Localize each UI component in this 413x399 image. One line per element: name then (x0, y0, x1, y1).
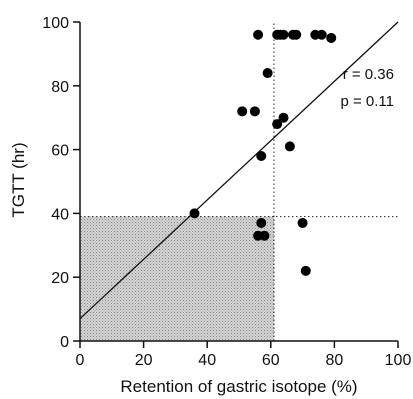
data-point (253, 29, 264, 40)
x-axis-ticks: 0 20 40 60 80 100 (76, 341, 412, 369)
y-tick-label: 20 (51, 270, 69, 287)
data-point (272, 119, 283, 130)
y-tick-label: 100 (42, 15, 69, 32)
x-tick-label: 20 (135, 352, 153, 369)
y-axis-ticks: 0 20 40 60 80 100 (42, 15, 80, 351)
y-tick-label: 60 (51, 143, 69, 160)
data-point (278, 29, 289, 40)
y-axis-label: TGTT (hr) (9, 142, 28, 217)
data-point (262, 68, 273, 79)
x-axis-label: Retention of gastric isotope (%) (120, 377, 357, 396)
regression-line (79, 21, 399, 320)
p-value-annotation: p = 0.11 (340, 93, 394, 110)
x-tick-label: 60 (262, 352, 280, 369)
data-point (259, 230, 270, 241)
x-tick-label: 80 (326, 352, 344, 369)
data-point (291, 29, 302, 40)
data-point (316, 29, 327, 40)
data-point (326, 32, 337, 43)
data-point (256, 150, 267, 161)
x-tick-label: 100 (385, 352, 412, 369)
y-tick-label: 0 (60, 334, 69, 351)
data-point (189, 208, 200, 219)
data-point (284, 141, 295, 152)
x-tick-label: 0 (76, 352, 85, 369)
data-points (189, 29, 337, 276)
shaded-region (80, 216, 274, 341)
data-point (300, 265, 311, 276)
data-point (256, 217, 267, 228)
data-point (278, 112, 289, 123)
data-point (249, 106, 260, 117)
data-point (297, 217, 308, 228)
y-tick-label: 80 (51, 79, 69, 96)
y-tick-label: 40 (51, 206, 69, 223)
data-point (237, 106, 248, 117)
correlation-annotation: r = 0.36 (343, 66, 394, 83)
x-tick-label: 40 (198, 352, 216, 369)
